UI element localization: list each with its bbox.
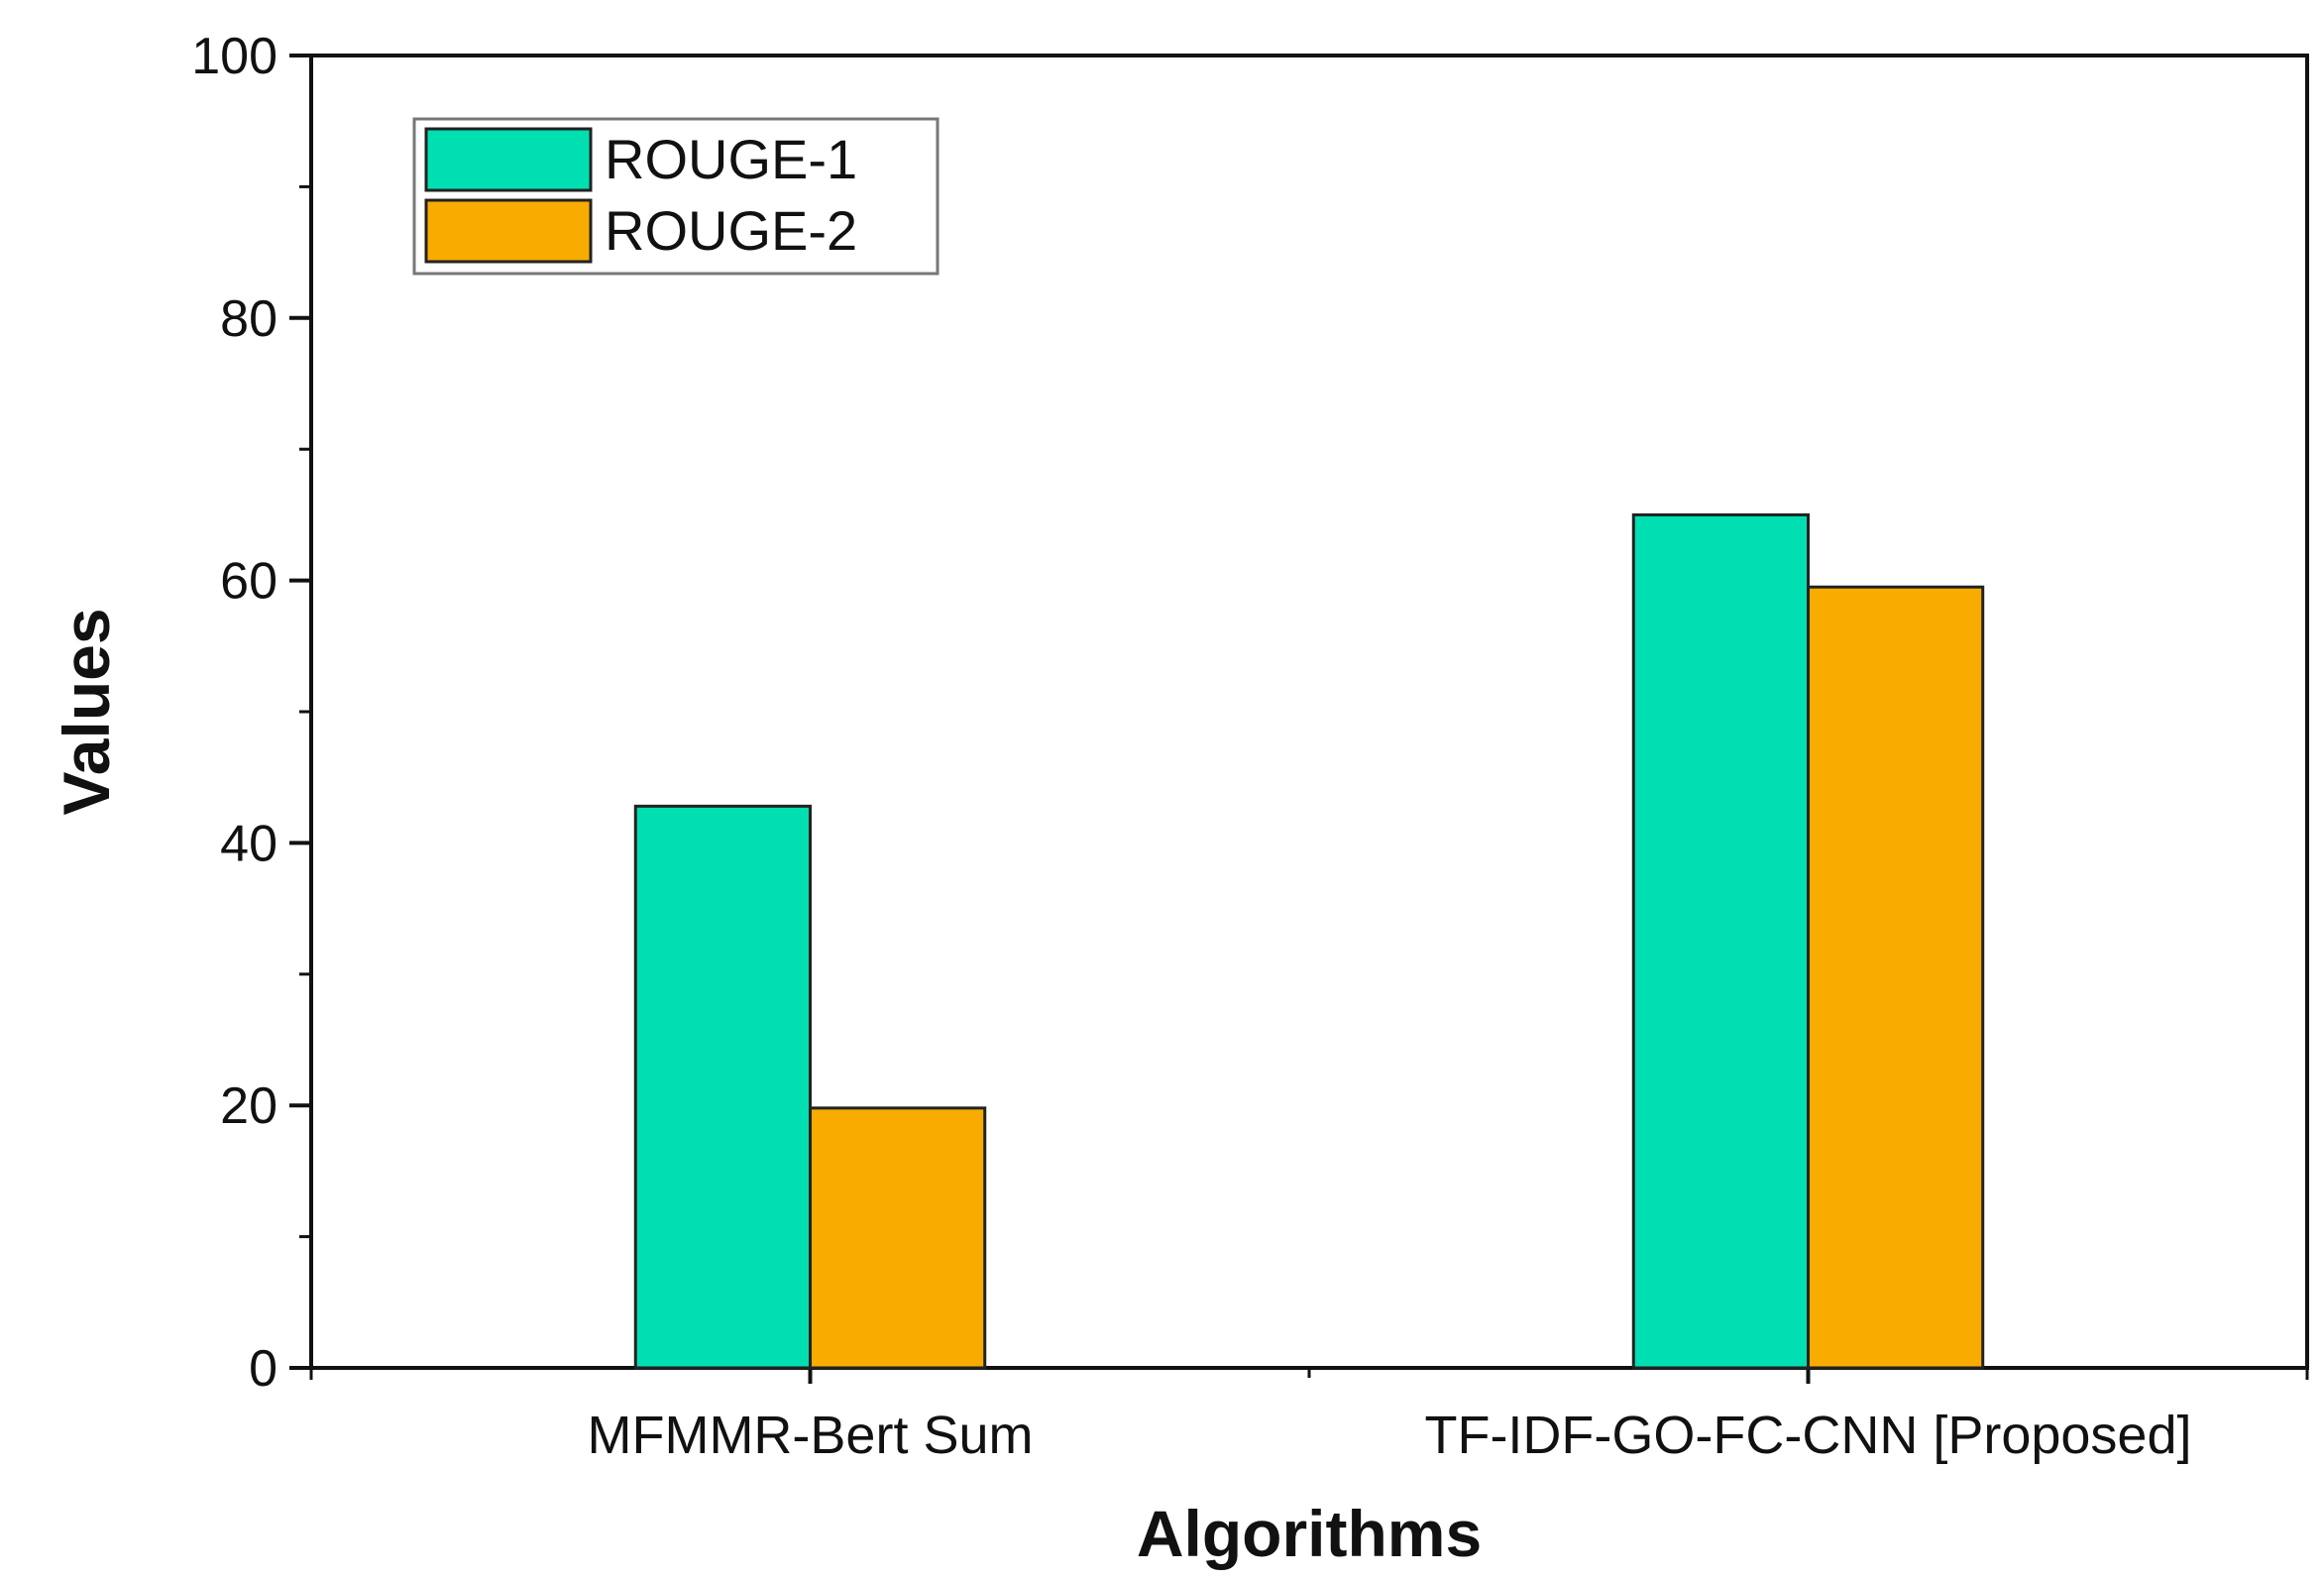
y-tick-label: 80 [220, 290, 277, 348]
legend-swatch-rouge-2 [424, 198, 593, 264]
legend-label-rouge-1: ROUGE-1 [605, 128, 857, 190]
bar-rouge-1-1 [1631, 512, 1811, 1370]
bar-rouge-2-0 [809, 1106, 987, 1370]
y-tick-label: 60 [220, 553, 277, 611]
bar-rouge-1-0 [633, 804, 813, 1370]
x-tick-label: TF-IDF-GO-FC-CNN [Proposed] [1424, 1406, 2191, 1465]
y-axis-title: Values [50, 608, 123, 815]
legend-swatch-rouge-1 [424, 127, 593, 192]
bars [633, 512, 1985, 1370]
bar-rouge-2-1 [1807, 585, 1985, 1370]
x-axis-title: Algorithms [1137, 1497, 1482, 1570]
y-tick-label: 20 [220, 1077, 277, 1135]
x-tick-label: MFMMR-Bert Sum [588, 1406, 1034, 1465]
y-tick-label: 40 [220, 815, 277, 872]
y-axis: 0 20 40 60 80 100 [191, 28, 311, 1398]
legend: ROUGE-1 ROUGE-2 [412, 117, 940, 276]
y-tick-label: 0 [249, 1340, 277, 1398]
y-tick-label: 100 [191, 28, 277, 85]
x-axis: MFMMR-Bert Sum TF-IDF-GO-FC-CNN [Proposed… [309, 1368, 2309, 1465]
legend-label-rouge-2: ROUGE-2 [605, 199, 857, 262]
